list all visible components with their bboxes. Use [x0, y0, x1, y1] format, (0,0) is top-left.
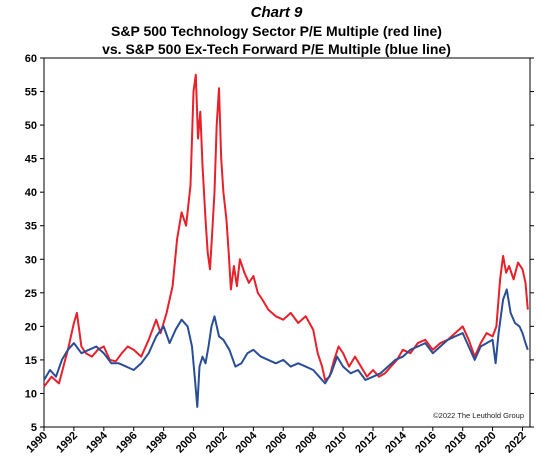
x-tick-label: 1994 [84, 429, 110, 455]
copyright-annotation: ©2022 The Leuthold Group [433, 411, 524, 420]
x-tick-label: 2016 [413, 430, 439, 456]
x-tick-label: 2014 [383, 429, 409, 455]
x-tick-label: 2020 [473, 430, 499, 456]
series-line-red [43, 73, 529, 388]
y-tick-label: 50 [25, 120, 37, 132]
y-tick-label: 40 [25, 187, 37, 199]
chart-title-line-2: vs. S&P 500 Ex-Tech Forward P/E Multiple… [102, 41, 451, 57]
x-tick-label: 1990 [24, 430, 50, 456]
y-tick-label: 55 [25, 87, 37, 99]
y-tick-label: 10 [25, 388, 37, 400]
x-tick-label: 2004 [234, 429, 260, 455]
x-tick-label: 1992 [54, 430, 80, 456]
chart-title-line-1: S&P 500 Technology Sector P/E Multiple (… [111, 23, 442, 39]
y-tick-label: 60 [25, 53, 37, 65]
x-tick-label: 1998 [144, 430, 170, 456]
x-tick-label: 2008 [293, 430, 319, 456]
series-line-blue [43, 288, 529, 408]
x-tick-label: 2006 [264, 430, 290, 456]
y-tick-label: 35 [25, 221, 37, 233]
y-tick-label: 25 [25, 288, 37, 300]
x-tick-label: 2000 [174, 430, 200, 456]
x-tick-label: 2022 [503, 430, 529, 456]
plot-frame [43, 57, 531, 428]
chart-label: Chart 9 [250, 4, 303, 21]
y-tick-label: 30 [25, 254, 37, 266]
y-tick-label: 15 [25, 355, 37, 367]
x-tick-label: 2018 [443, 430, 469, 456]
x-tick-label: 2010 [323, 430, 349, 456]
x-tick-label: 2002 [204, 430, 230, 456]
y-tick-label: 5 [31, 422, 37, 434]
y-tick-label: 45 [25, 154, 37, 166]
x-tick-label: 2012 [353, 430, 379, 456]
x-tick-label: 1996 [114, 430, 140, 456]
y-tick-label: 20 [25, 321, 37, 333]
